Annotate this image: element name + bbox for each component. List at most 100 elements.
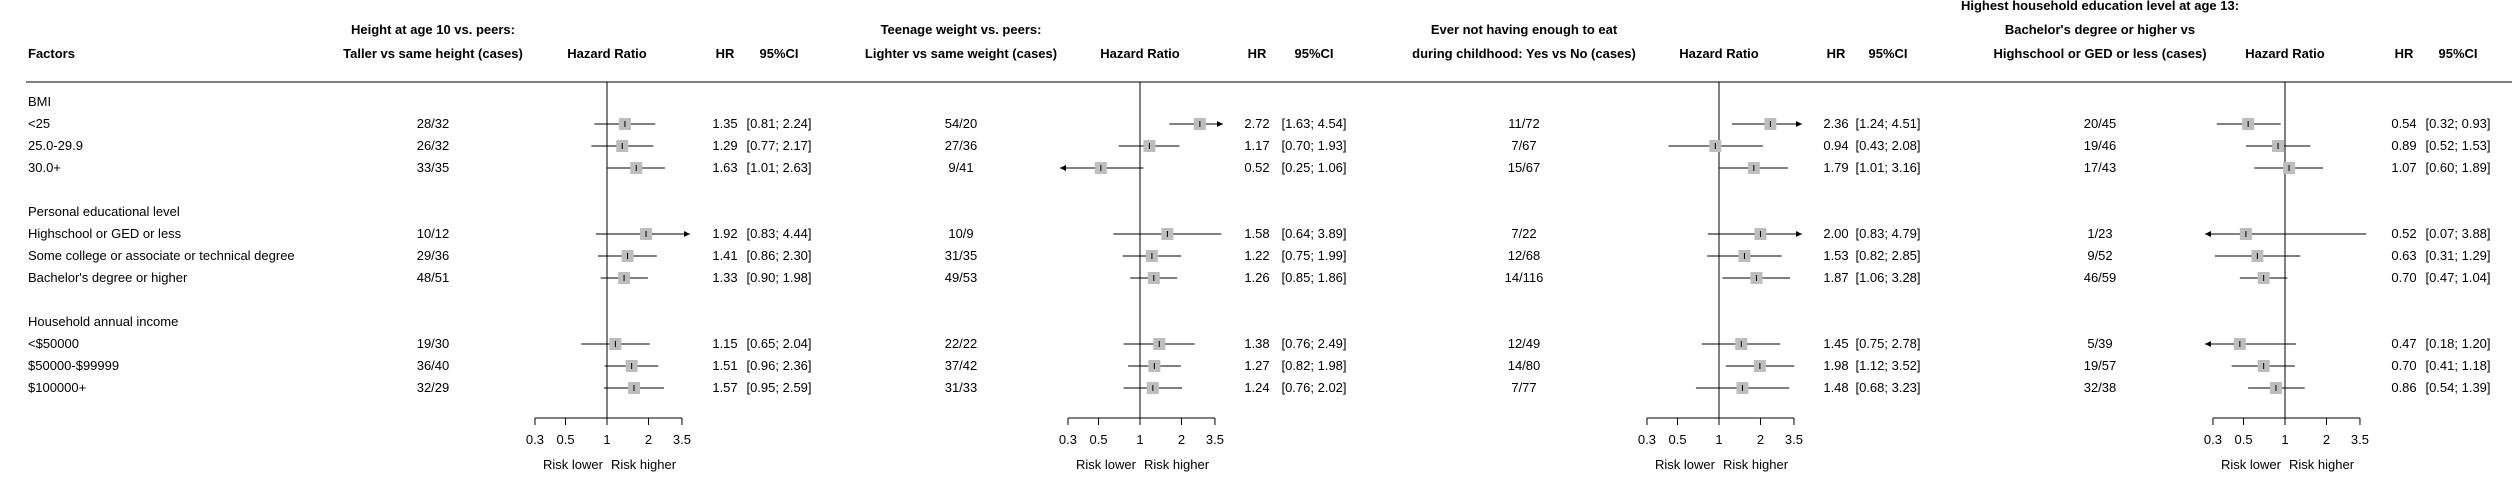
group-label: BMI	[28, 94, 51, 109]
cases-value: 27/36	[945, 138, 978, 153]
cases-value: 11/72	[1508, 116, 1540, 131]
axis-tick-label: 0.3	[526, 432, 544, 447]
hr-value: 0.70	[2391, 358, 2416, 373]
hr-value: 1.35	[712, 116, 737, 131]
cases-value: 20/45	[2084, 116, 2117, 131]
hr-value: 1.29	[712, 138, 737, 153]
cases-value: 9/52	[2087, 248, 2112, 263]
axis-tick-label: 0.5	[1668, 432, 1686, 447]
ci-value: [0.96; 2.36]	[746, 358, 811, 373]
cases-value: 17/43	[2084, 160, 2117, 175]
hr-header: HR	[716, 46, 735, 61]
hr-value: 1.15	[712, 336, 737, 351]
axis-tick-label: 3.5	[673, 432, 691, 447]
cases-value: 22/22	[945, 336, 978, 351]
axis-tick-label: 1	[1136, 432, 1143, 447]
cases-value: 5/39	[2087, 336, 2112, 351]
ci-value: [0.83; 4.44]	[746, 226, 811, 241]
ci-value: [0.95; 2.59]	[746, 380, 811, 395]
axis-tick-label: 0.3	[1638, 432, 1656, 447]
hr-value: 2.72	[1244, 116, 1269, 131]
ci-arrow-left	[2204, 231, 2211, 237]
ci-value: [1.63; 4.54]	[1281, 116, 1346, 131]
cases-value: 54/20	[945, 116, 978, 131]
cases-value: 9/41	[948, 160, 973, 175]
hr-value: 1.17	[1244, 138, 1269, 153]
ci-value: [0.54; 1.39]	[2425, 380, 2490, 395]
panel-header: during childhood: Yes vs No (cases)	[1412, 46, 1636, 61]
panel-header: Highest household education level at age…	[1961, 0, 2239, 13]
hr-value: 0.63	[2391, 248, 2416, 263]
ci-value: [0.64; 3.89]	[1281, 226, 1346, 241]
hr-value: 0.47	[2391, 336, 2416, 351]
ci-value: [0.82; 1.98]	[1281, 358, 1346, 373]
ci-arrow-right	[1216, 121, 1223, 127]
hr-value: 0.89	[2391, 138, 2416, 153]
axis-tick-label: 0.5	[556, 432, 574, 447]
hr-value: 1.57	[712, 380, 737, 395]
ci-value: [0.43; 2.08]	[1855, 138, 1920, 153]
factors-header: Factors	[28, 46, 75, 61]
panel-header: Highschool or GED or less (cases)	[1993, 46, 2206, 61]
ci-value: [0.90; 1.98]	[746, 270, 811, 285]
ci-arrow-left	[2204, 341, 2211, 347]
panel-header: Bachelor's degree or higher vs	[2005, 22, 2195, 37]
ci-value: [1.24; 4.51]	[1855, 116, 1920, 131]
ci-value: [0.77; 2.17]	[746, 138, 811, 153]
cases-value: 32/29	[417, 380, 450, 395]
ci-value: [0.75; 1.99]	[1281, 248, 1346, 263]
ci-value: [0.68; 3.23]	[1855, 380, 1920, 395]
ci-header: 95%CI	[2438, 46, 2477, 61]
hr-header: HR	[1827, 46, 1846, 61]
hr-header: HR	[2395, 46, 2414, 61]
cases-value: 10/9	[948, 226, 973, 241]
ci-value: [0.70; 1.93]	[1281, 138, 1346, 153]
hr-value: 0.86	[2391, 380, 2416, 395]
hazard-ratio-header: Hazard Ratio	[1100, 46, 1180, 61]
ci-value: [1.06; 3.28]	[1855, 270, 1920, 285]
hr-value: 1.27	[1244, 358, 1269, 373]
axis-tick-label: 0.3	[2204, 432, 2222, 447]
axis-label-higher: Risk higher	[611, 457, 677, 472]
ci-value: [0.75; 2.78]	[1855, 336, 1920, 351]
cases-value: 26/32	[417, 138, 450, 153]
hr-value: 2.36	[1823, 116, 1848, 131]
ci-value: [0.76; 2.49]	[1281, 336, 1346, 351]
axis-tick-label: 3.5	[2351, 432, 2369, 447]
row-label: Bachelor's degree or higher	[28, 270, 188, 285]
hr-value: 0.52	[1244, 160, 1269, 175]
hr-value: 0.94	[1823, 138, 1848, 153]
ci-arrow-right	[683, 231, 690, 237]
cases-value: 37/42	[945, 358, 978, 373]
ci-header: 95%CI	[1868, 46, 1907, 61]
cases-value: 46/59	[2084, 270, 2117, 285]
cases-value: 7/67	[1511, 138, 1536, 153]
cases-value: 19/57	[2084, 358, 2117, 373]
ci-value: [0.81; 2.24]	[746, 116, 811, 131]
row-label: $100000+	[28, 380, 86, 395]
axis-tick-label: 2	[645, 432, 652, 447]
axis-label-higher: Risk higher	[1723, 457, 1789, 472]
hr-value: 1.22	[1244, 248, 1269, 263]
panel-header: Lighter vs same weight (cases)	[865, 46, 1057, 61]
ci-arrow-right	[1795, 121, 1802, 127]
ci-value: [0.18; 1.20]	[2425, 336, 2490, 351]
panel-header: Taller vs same height (cases)	[343, 46, 523, 61]
cases-value: 7/22	[1511, 226, 1536, 241]
axis-tick-label: 3.5	[1785, 432, 1803, 447]
axis-label-lower: Risk lower	[543, 457, 604, 472]
hr-header: HR	[1248, 46, 1267, 61]
group-label: Personal educational level	[28, 204, 180, 219]
axis-label-higher: Risk higher	[1144, 457, 1210, 472]
hr-value: 1.63	[712, 160, 737, 175]
hr-value: 1.58	[1244, 226, 1269, 241]
ci-value: [0.41; 1.18]	[2425, 358, 2490, 373]
hazard-ratio-header: Hazard Ratio	[1679, 46, 1759, 61]
row-label: 25.0-29.9	[28, 138, 83, 153]
cases-value: 19/46	[2084, 138, 2117, 153]
cases-value: 28/32	[417, 116, 450, 131]
hr-value: 2.00	[1823, 226, 1848, 241]
axis-tick-label: 2	[1178, 432, 1185, 447]
panel-header: Ever not having enough to eat	[1431, 22, 1618, 37]
